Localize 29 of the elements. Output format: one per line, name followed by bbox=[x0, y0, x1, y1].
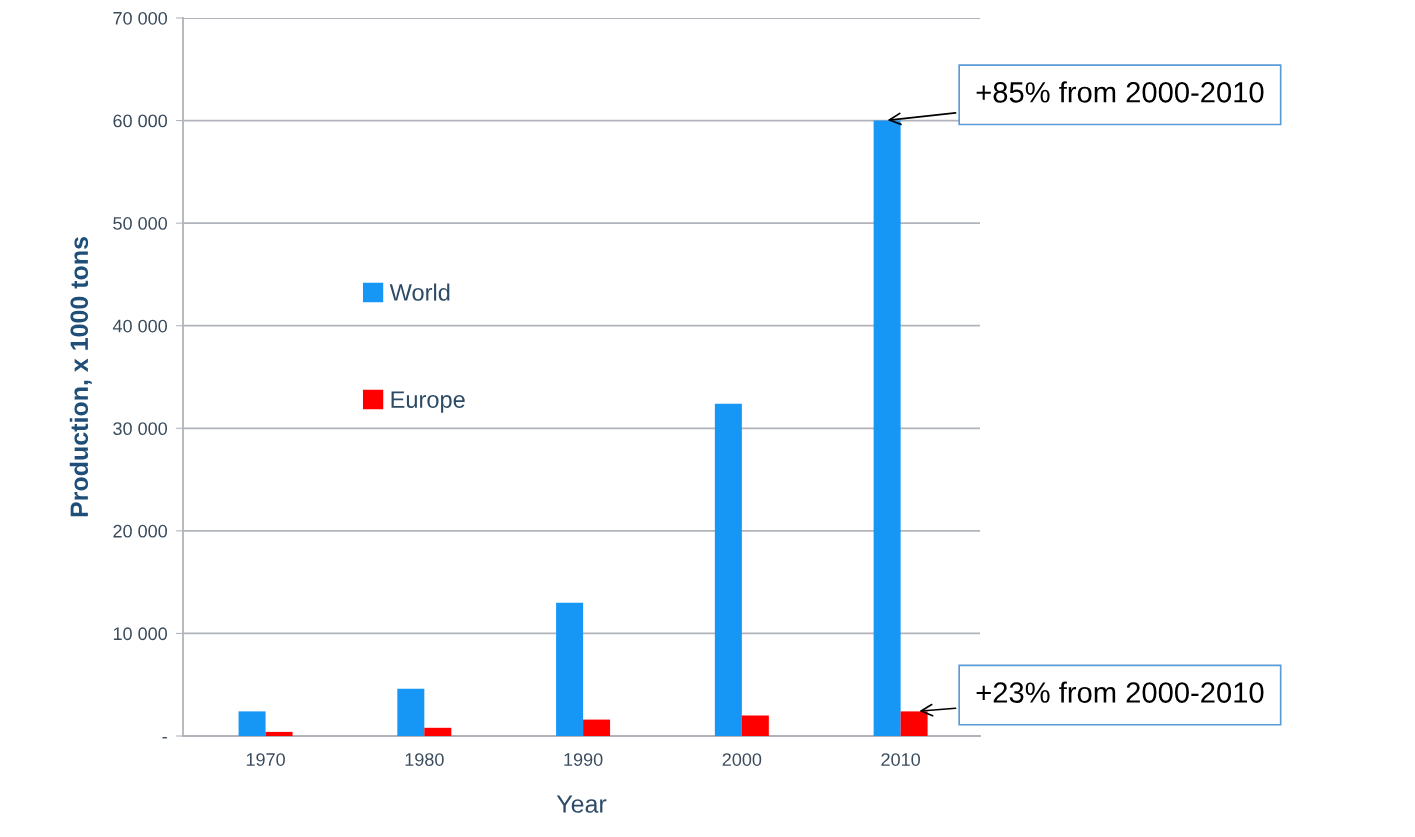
bar bbox=[265, 731, 293, 736]
y-tick-label: 60 000 bbox=[113, 114, 168, 128]
legend-label: Europe bbox=[391, 391, 465, 413]
y-tick-label: 50 000 bbox=[113, 217, 168, 230]
bar bbox=[424, 727, 452, 736]
bar bbox=[714, 403, 742, 736]
x-tick-label: 1970 bbox=[246, 753, 285, 766]
bar bbox=[556, 602, 584, 736]
annotation: +23% from 2000-2010 bbox=[976, 681, 1264, 703]
x-axis-title: Year bbox=[556, 795, 607, 813]
y-axis-title: Production, x 1000 tons bbox=[69, 237, 92, 517]
x-tick-label: 2000 bbox=[722, 753, 762, 766]
x-tick-label: 2010 bbox=[881, 753, 920, 766]
bar bbox=[873, 120, 901, 736]
y-tick-label: - bbox=[162, 737, 167, 739]
bar bbox=[238, 711, 266, 736]
bar bbox=[397, 688, 425, 736]
y-tick-label: 70 000 bbox=[113, 11, 168, 25]
y-tick-label: 40 000 bbox=[112, 319, 168, 333]
x-tick-label: 1980 bbox=[405, 753, 444, 766]
bar bbox=[900, 711, 928, 736]
y-tick-label: 30 000 bbox=[113, 422, 168, 436]
x-tick-label: 1990 bbox=[564, 753, 603, 766]
annotation: +85% from 2000-2010 bbox=[976, 81, 1264, 103]
bar bbox=[583, 719, 611, 736]
legend-label: World bbox=[389, 283, 450, 301]
y-tick-label: 10 000 bbox=[113, 627, 168, 641]
bar bbox=[741, 715, 769, 736]
y-tick-label: 20 000 bbox=[113, 524, 168, 538]
